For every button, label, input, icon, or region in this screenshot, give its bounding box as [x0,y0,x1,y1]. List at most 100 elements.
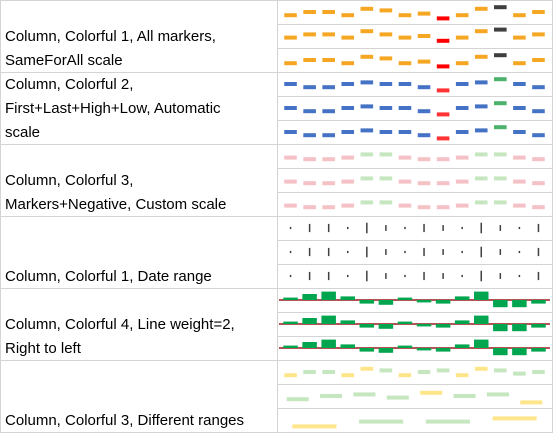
spark-column [416,300,432,303]
spark-column [321,291,336,300]
spark-column [494,53,507,58]
spark-column [284,82,297,86]
spark-column [436,64,450,69]
spark-column [284,106,297,110]
spark-column [532,10,545,14]
spark-column [417,370,431,374]
spark-column [360,104,374,109]
spark-column [341,130,355,134]
spark-column [417,157,431,162]
spark-column [308,247,311,257]
spark-column [423,247,425,257]
spark-column [322,133,335,138]
spark-column [436,38,450,43]
spark-column [474,6,488,11]
spark-column [480,246,482,258]
spark-column [303,370,316,374]
spark-column [537,223,540,233]
spark-column [537,247,540,257]
spark-column [340,320,355,324]
spark-column [435,324,451,328]
spark-column [417,85,431,90]
spark-column [494,176,507,181]
spark-column [532,370,545,374]
spark-column [359,419,404,424]
spark-column [513,371,526,376]
spark-column [474,80,488,85]
spark-column [303,181,316,186]
spark-column [474,176,488,181]
spark-column [283,321,298,324]
spark-column [366,246,368,258]
spark-column [532,85,545,90]
spark-column [322,32,335,37]
spark-column [398,82,412,86]
spark-column [454,296,470,300]
spark-column [520,400,543,405]
spark-column [531,324,546,328]
spark-column [404,274,406,278]
spark-column [284,13,297,18]
spark-column [455,35,469,40]
spark-column [474,366,488,371]
spark-column [359,348,375,352]
spark-column [360,152,374,157]
spark-column [435,300,451,304]
spark-column [513,203,526,208]
spark-column [454,320,470,324]
spark-column [347,274,349,278]
spark-column [474,339,489,348]
spark-column [417,133,431,138]
row-label: First+Last+High+Low, Automatic [5,100,221,117]
spark-column [461,274,463,278]
spark-column [513,106,526,110]
spark-column [398,155,412,160]
spark-column [493,324,508,332]
spark-column [341,155,355,160]
spark-column [303,157,316,162]
row-label: Column, Colorful 3, [5,172,133,189]
spark-column [284,179,297,184]
spark-column [284,130,297,134]
spark-column [494,152,507,157]
spark-column [360,128,374,133]
row-label: scale [5,124,40,141]
spark-column [442,225,444,231]
spark-column [322,157,335,162]
spark-column [322,181,335,186]
spark-column [461,226,463,230]
row-label: Column, Colorful 1, Date range [5,268,212,285]
spark-column [302,342,317,348]
spark-column [513,179,526,184]
spark-column [379,200,393,205]
spark-column [303,58,316,62]
spark-column [303,205,316,210]
spark-column [436,205,450,210]
spark-column [513,61,526,66]
spark-column [417,34,431,38]
spark-column [360,200,374,205]
spark-column [494,125,507,130]
spark-column [494,200,507,205]
spark-column [379,152,393,157]
row-label: Right to left [5,340,82,357]
spark-column [494,5,507,10]
spark-column [455,61,469,66]
spark-column [499,249,502,255]
spark-column [455,155,469,160]
spark-column [379,8,393,13]
spark-column [417,181,431,186]
spark-column [289,250,292,254]
spark-column [322,58,335,62]
spark-column [461,250,463,254]
spark-column [420,390,443,395]
spark-column [512,324,527,332]
spark-column [303,32,316,37]
spark-column [417,59,431,64]
spark-column [474,315,489,324]
spark-column [532,58,545,62]
spark-column [436,157,450,162]
spark-column [436,136,450,141]
spark-column [341,61,355,66]
